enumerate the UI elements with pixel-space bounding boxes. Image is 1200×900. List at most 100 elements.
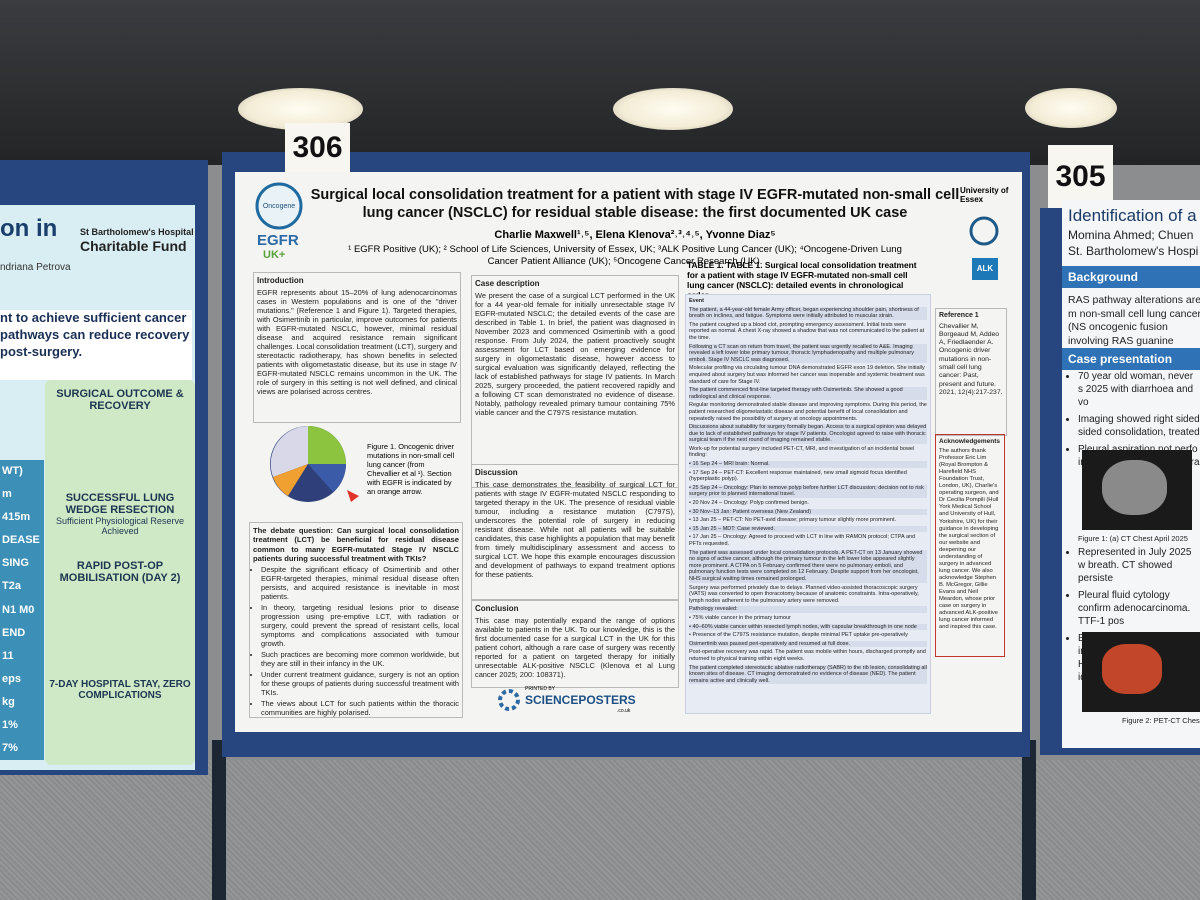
left-poster: on in St Bartholomew's Hospital Charitab… bbox=[0, 205, 195, 770]
event-row: • 20 Nov 24 – Oncology: Polyp confirmed … bbox=[689, 500, 809, 507]
side-fragment: 11 bbox=[2, 649, 14, 662]
poster-title: Surgical local consolidation treatment f… bbox=[310, 187, 960, 222]
orange-arrow bbox=[347, 490, 359, 502]
section-text: We present the case of a surgical LCT pe… bbox=[475, 290, 675, 418]
pie-slice bbox=[270, 426, 308, 477]
side-fragment: eps bbox=[2, 672, 21, 685]
ceiling-light bbox=[1025, 88, 1117, 128]
mobilisation: RAPID POST-OP MOBILISATION (DAY 2) bbox=[59, 560, 181, 584]
event-row: Molecular profiling via circulating tumo… bbox=[689, 365, 925, 385]
side-fragment: 7% bbox=[2, 742, 18, 755]
egfr-uk-logo: UK+ bbox=[263, 249, 286, 261]
event-row: The patient was assessed under local con… bbox=[689, 549, 927, 583]
banner: nt to achieve sufficient cancer pathways… bbox=[0, 310, 192, 380]
section-heading: Conclusion bbox=[475, 604, 519, 613]
figure-caption: Figure 2: PET-CT Ches bbox=[1122, 716, 1200, 725]
essex-logo: University of Essex bbox=[960, 186, 1009, 204]
logo-text: Oncogene bbox=[263, 203, 295, 210]
logo-ring bbox=[255, 182, 303, 230]
background-text: RAS pathway alterations are m non-small … bbox=[1068, 294, 1200, 354]
side-fragment: END bbox=[2, 626, 26, 639]
event-row: • 17 Jan 25 – Oncology: Agreed to procee… bbox=[689, 534, 916, 547]
pet-image bbox=[1082, 632, 1200, 712]
bullet: Pleural fluid cytology confirm adenocarc… bbox=[1078, 589, 1200, 628]
section-heading: Discussion bbox=[475, 468, 518, 477]
section-heading: The debate question: Can surgical local … bbox=[253, 526, 459, 563]
event-row: • 75% viable cancer in the primary tumou… bbox=[689, 614, 791, 621]
side-fragment: kg bbox=[2, 695, 15, 708]
side-fragments: WT) m 415m DEASE SING T2a N1 M0 END 11 eps kg 1% 7% bbox=[0, 460, 44, 761]
bullet: The views about LCT for such patients wi… bbox=[261, 699, 459, 717]
section-text: This case may potentially expand the ran… bbox=[475, 615, 675, 679]
figure-pie bbox=[270, 426, 359, 502]
debate: The debate question: Can surgical local … bbox=[249, 522, 463, 718]
printer-domain: .co.uk bbox=[617, 708, 631, 714]
side-fragment: 1% bbox=[2, 719, 18, 732]
floor bbox=[0, 760, 1200, 900]
figure-caption: Figure 1. Oncogenic driver mutations in … bbox=[367, 442, 455, 497]
section-text: This case demonstrates the feasibility o… bbox=[475, 479, 675, 580]
authors-fragment: Momina Ahmed; Chuen bbox=[1068, 228, 1194, 242]
discussion: Discussion This case demonstrates the fe… bbox=[471, 464, 679, 600]
fund-label: St Bartholomew's Hospital bbox=[80, 227, 194, 237]
bullet: Despite the significant efficacy of Osim… bbox=[261, 565, 459, 601]
board-number: 305 bbox=[1048, 145, 1113, 208]
ceiling-light bbox=[613, 88, 733, 130]
event-row: • 25 Sep 24 – Oncology: Plan to remove p… bbox=[689, 484, 927, 499]
egfr-text: EGFR bbox=[257, 232, 299, 249]
printed-by: PRINTED BY SCIENCEPOSTERS .co.uk bbox=[497, 684, 657, 718]
section-heading: Introduction bbox=[257, 276, 304, 285]
bullet: Imaging showed right sided sided consoli… bbox=[1078, 413, 1200, 439]
event-row: The patient commenced first-line targete… bbox=[689, 387, 927, 401]
egfr-logo: EGFR bbox=[257, 232, 299, 249]
introduction: Introduction EGFR represents about 15–20… bbox=[253, 272, 461, 423]
hospital-fragment: St. Bartholomew's Hospi bbox=[1068, 244, 1199, 258]
board-number: 306 bbox=[285, 123, 350, 173]
event-row: Discussions about suitability for surger… bbox=[689, 424, 927, 444]
side-fragment: 415m bbox=[2, 511, 31, 524]
side-fragment: WT) bbox=[2, 465, 23, 477]
ct-body bbox=[1102, 460, 1167, 515]
reference: Reference 1 Chevallier M, Borgeaud M, Ad… bbox=[935, 308, 1007, 436]
outcome-panel: SURGICAL OUTCOME & RECOVERY SUCCESSFUL L… bbox=[45, 380, 195, 765]
pie-slice bbox=[273, 464, 308, 496]
event-row: • 30 Nov–13 Jan: Patient overseas (New Z… bbox=[689, 508, 927, 516]
printer-logo bbox=[498, 689, 520, 711]
event-row: • 17 Sep 24 – PET-CT: Excellent response… bbox=[689, 469, 907, 483]
event-row: • Presence of the C797S resistance mutat… bbox=[689, 632, 908, 639]
side-fragment: T2a bbox=[2, 580, 21, 593]
side-fragment: N1 M0 bbox=[2, 603, 35, 616]
event-row: Surgery was performed privately due to d… bbox=[689, 584, 919, 604]
bullet: 70 year old woman, never s 2025 with dia… bbox=[1078, 370, 1200, 409]
case-description: Case description We present the case of … bbox=[471, 275, 679, 488]
ceiling bbox=[0, 0, 1200, 165]
event-row: Osimertinib was paused peri-operatively … bbox=[689, 640, 927, 648]
conclusion: Conclusion This case may potentially exp… bbox=[471, 600, 679, 688]
event-row: • 16 Sep 24 – MRI brain: Normal. bbox=[689, 461, 927, 468]
bullet: In theory, targeting residual lesions pr… bbox=[261, 603, 459, 648]
fund-name: Charitable Fund bbox=[80, 238, 187, 254]
resection: SUCCESSFUL LUNG WEDGE RESECTION bbox=[65, 492, 175, 516]
logo-ring bbox=[498, 689, 520, 711]
figure-caption: Figure 1: (a) CT Chest April 2025 bbox=[1078, 534, 1188, 543]
section-heading: Acknowledgements bbox=[939, 438, 1001, 445]
section-heading: Case description bbox=[475, 279, 540, 288]
title-fragment: on in bbox=[0, 215, 58, 242]
event-row: • 15 Jan 25 – MDT: Case reviewed. bbox=[689, 525, 927, 533]
alk-logo: ALK bbox=[972, 258, 998, 280]
section-heading: Reference 1 bbox=[939, 312, 979, 319]
side-fragment: m bbox=[2, 488, 12, 501]
ct-image bbox=[1082, 450, 1192, 530]
pie-slice bbox=[308, 426, 346, 464]
pet-hotspot bbox=[1102, 644, 1162, 694]
printer-brand: SCIENCEPOSTERS bbox=[525, 693, 636, 707]
event-row: • 13 Jan 25 – PET-CT: No PET-avid diseas… bbox=[689, 517, 897, 524]
event-row: The patient completed stereotactic ablat… bbox=[689, 664, 927, 685]
event-row: Following a CT scan on return from trave… bbox=[689, 343, 927, 364]
section-text: EGFR represents about 15–20% of lung ade… bbox=[257, 287, 457, 397]
event-row: • 40–60% viable cancer within resected l… bbox=[689, 623, 927, 631]
bullet: Such practices are becoming more common … bbox=[261, 650, 459, 668]
board-leg bbox=[212, 740, 226, 900]
pie-slice bbox=[308, 464, 346, 492]
title-fragment: Identification of a bbox=[1068, 206, 1197, 225]
